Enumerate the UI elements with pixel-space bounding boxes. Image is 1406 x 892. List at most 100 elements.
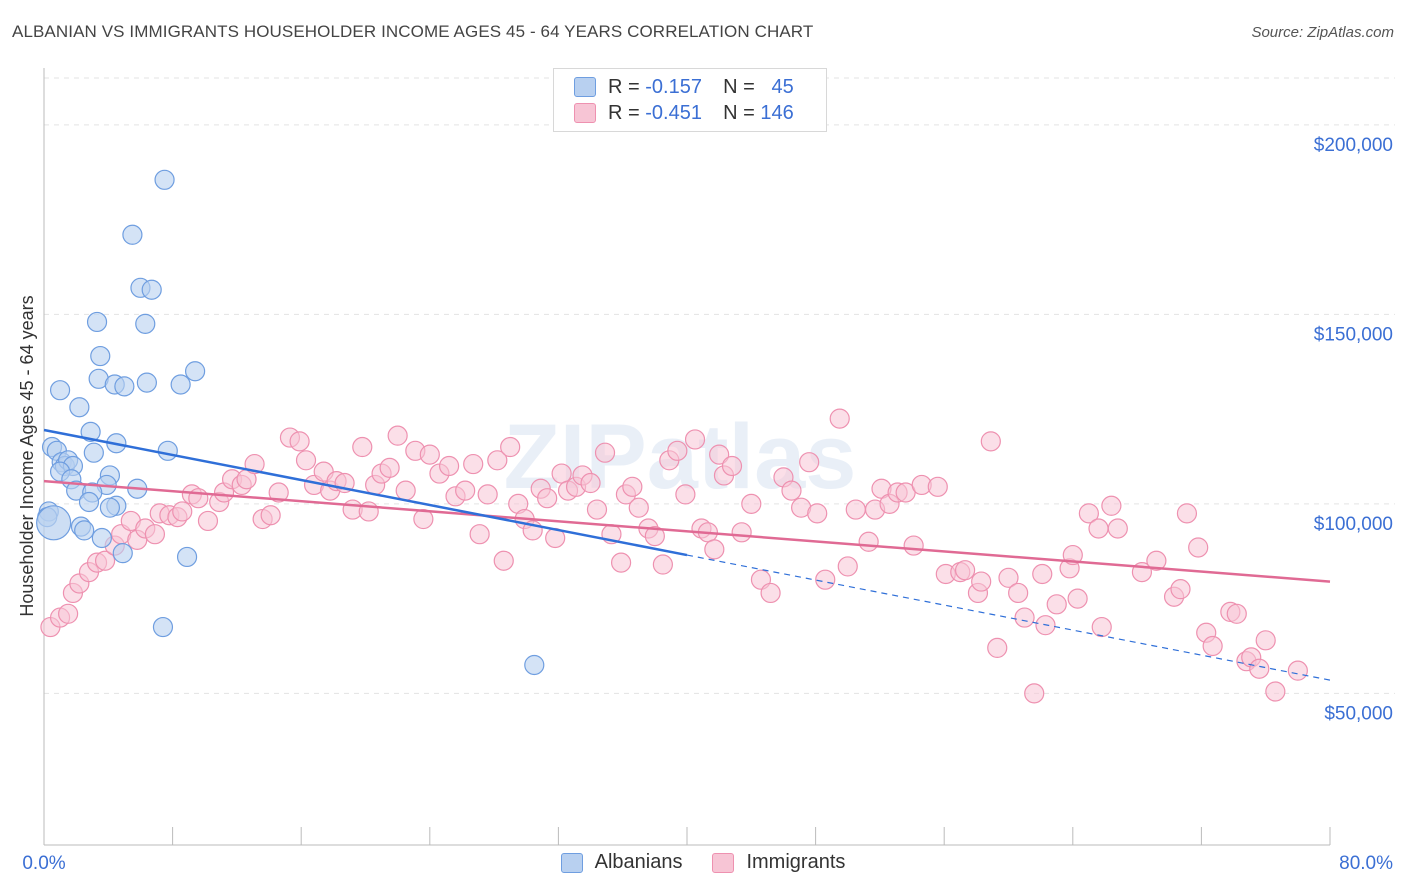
immigrants-point	[1091, 616, 1112, 638]
albanians-point	[90, 345, 111, 367]
albanians-point	[135, 313, 156, 334]
legend-item-immigrants: Immigrants	[712, 851, 845, 874]
immigrants-point	[487, 450, 508, 471]
immigrants-point	[395, 480, 416, 501]
immigrants-point	[815, 569, 836, 590]
legend-n-label: N =	[723, 101, 755, 124]
chart-title: ALBANIAN VS IMMIGRANTS HOUSEHOLDER INCOM…	[12, 22, 814, 41]
legend-n-value: 146	[760, 101, 794, 124]
immigrants-point	[172, 501, 193, 522]
immigrants-point	[1170, 579, 1191, 600]
y-tick-label: $200,000	[1314, 135, 1393, 156]
immigrants-point	[704, 539, 725, 560]
immigrants-point	[1024, 683, 1045, 704]
immigrants-point	[438, 455, 460, 477]
immigrants-point	[760, 582, 781, 604]
immigrants-point	[537, 488, 558, 509]
albanians-point	[170, 374, 191, 395]
albanians-point	[78, 491, 100, 513]
albanians-point	[154, 169, 175, 190]
immigrants-point	[610, 552, 632, 573]
albanians-point	[141, 279, 162, 300]
albanians-point	[83, 442, 104, 463]
albanians-point	[122, 224, 143, 245]
legend-row-albanians: R = -0.157 N = 45	[574, 74, 794, 100]
immigrants-point	[58, 603, 79, 624]
immigrants-point	[741, 493, 762, 514]
immigrants-point	[684, 429, 706, 450]
immigrants-point	[667, 440, 688, 461]
immigrants-point	[954, 560, 976, 581]
immigrants-swatch	[712, 852, 735, 873]
immigrants-point	[1067, 588, 1088, 609]
albanians-point	[112, 543, 133, 564]
x-tick-label: 80.0%	[1339, 853, 1393, 874]
axes	[43, 68, 1331, 846]
immigrants-point	[1188, 537, 1209, 558]
legend-row-immigrants: R = -0.451 N = 146	[574, 100, 794, 126]
immigrants-point	[1255, 630, 1276, 651]
albanians-point	[49, 380, 71, 401]
immigrants-point	[652, 554, 673, 575]
albanians-point	[74, 520, 95, 541]
albanians-swatch	[560, 852, 583, 873]
immigrants-point	[1226, 603, 1247, 624]
legend-r-label: R =	[608, 101, 640, 124]
immigrants-point	[594, 442, 616, 463]
legend-label-immigrants: Immigrants	[746, 851, 846, 873]
legend-r-label: R =	[608, 75, 640, 98]
series-legend: Albanians Immigrants	[0, 851, 1406, 874]
immigrants-point	[1008, 582, 1029, 604]
albanians-point	[152, 616, 174, 638]
legend-n-label: N =	[723, 75, 755, 98]
immigrants-point	[628, 497, 649, 518]
immigrants-point	[1176, 503, 1198, 524]
immigrants-point	[387, 425, 408, 446]
immigrants-point	[1202, 635, 1223, 657]
y-tick-label: $100,000	[1314, 514, 1393, 535]
immigrants-point	[837, 556, 858, 577]
immigrants-point	[1146, 550, 1167, 571]
immigrants-point	[1032, 563, 1053, 585]
immigrants-point	[295, 450, 317, 471]
immigrants-point	[799, 452, 820, 473]
immigrants-point	[927, 476, 948, 497]
immigrants-point	[1249, 658, 1270, 679]
immigrants-point	[971, 571, 992, 592]
immigrants-point	[781, 480, 802, 501]
trend-lines	[43, 428, 1331, 681]
immigrants-point	[580, 472, 601, 494]
albanians-point	[114, 376, 135, 397]
immigrants-point	[1088, 518, 1109, 539]
albanians-point	[176, 546, 198, 568]
chart-source: Source: ZipAtlas.com	[1251, 24, 1394, 41]
immigrants-point	[858, 531, 879, 552]
immigrants-point	[987, 637, 1008, 659]
legend-item-albanians: Albanians	[560, 851, 682, 874]
immigrants-point	[709, 444, 730, 465]
albanians-point	[91, 527, 112, 549]
immigrants-point	[998, 567, 1019, 588]
immigrants-point	[1287, 660, 1308, 681]
immigrants-point	[551, 463, 572, 484]
correlation-legend: R = -0.157 N = 45 R = -0.451 N = 146	[553, 68, 827, 132]
immigrants-point	[500, 436, 521, 458]
immigrants-point	[721, 455, 743, 477]
albanians-point	[69, 397, 90, 418]
immigrants-point	[1062, 544, 1083, 566]
legend-r-value: -0.157	[645, 75, 702, 98]
immigrants-point	[1078, 503, 1099, 524]
legend-n-value: 45	[771, 75, 794, 98]
y-axis-title: Householder Income Ages 45 - 64 years	[17, 295, 37, 616]
immigrants-point	[463, 453, 484, 475]
immigrants-point	[455, 480, 476, 501]
immigrants-point	[379, 457, 400, 478]
immigrants-point	[807, 503, 828, 524]
immigrants-point	[845, 499, 866, 520]
immigrants-point	[731, 522, 752, 543]
immigrants-trend-line	[43, 479, 1331, 583]
y-tick-label: $50,000	[1324, 703, 1393, 724]
immigrants-point	[469, 524, 490, 545]
immigrants-point	[1046, 594, 1067, 615]
